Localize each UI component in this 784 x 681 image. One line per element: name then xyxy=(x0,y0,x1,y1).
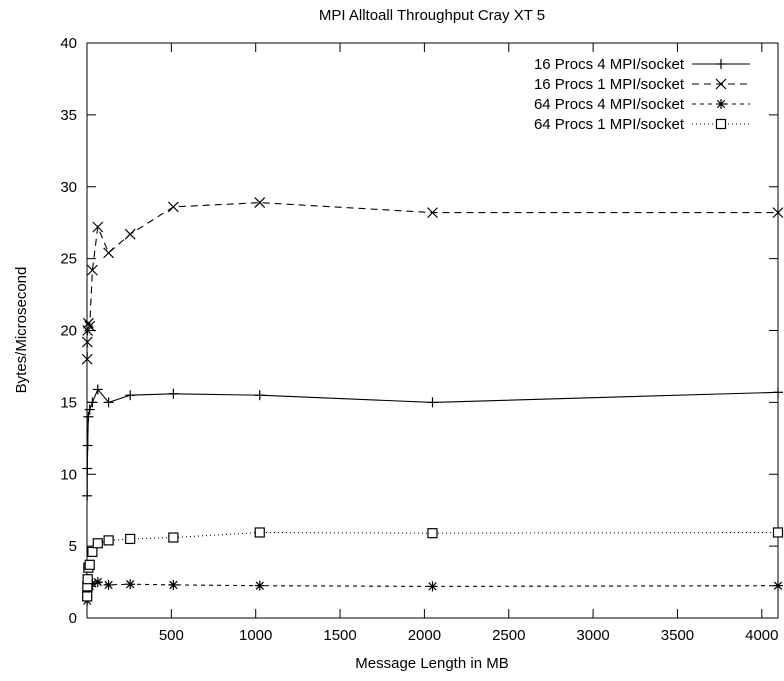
data-point xyxy=(82,463,93,474)
data-point xyxy=(82,317,94,329)
x-tick-label: 2500 xyxy=(492,627,525,644)
data-point xyxy=(427,581,438,592)
legend-label: 16 Procs 4 MPI/socket xyxy=(534,56,685,73)
data-point xyxy=(427,397,438,408)
x-tick-label: 1500 xyxy=(323,627,356,644)
data-point xyxy=(92,221,104,233)
data-point xyxy=(125,533,136,545)
data-point xyxy=(82,490,93,501)
y-tick-label: 15 xyxy=(60,394,77,411)
data-point xyxy=(427,528,438,539)
legend-marker xyxy=(716,59,726,69)
y-tick-label: 35 xyxy=(60,107,77,124)
data-point xyxy=(87,397,98,408)
legend: 16 Procs 4 MPI/socket 16 Procs 1 MPI/sock… xyxy=(534,56,750,133)
data-point xyxy=(254,527,265,538)
data-point xyxy=(254,580,265,591)
data-point xyxy=(168,532,179,543)
x-tick-label: 2000 xyxy=(408,627,441,644)
x-tick-label: 1000 xyxy=(239,627,272,644)
data-point xyxy=(81,353,93,365)
y-axis-label: Bytes/Microsecond xyxy=(13,267,30,394)
data-point xyxy=(103,397,114,408)
data-point xyxy=(427,207,438,219)
legend-marker xyxy=(715,118,727,130)
y-tick-label: 20 xyxy=(60,323,77,340)
legend-entry: 64 Procs 4 MPI/socket xyxy=(534,96,750,113)
series-1 xyxy=(82,384,783,501)
data-point xyxy=(103,535,114,546)
y-axis: 0 5 10 15 20 25 30 35 40 xyxy=(60,35,778,627)
data-point xyxy=(125,390,136,401)
legend-entry: 16 Procs 4 MPI/socket xyxy=(534,56,750,73)
legend-entry: 16 Procs 1 MPI/socket xyxy=(534,76,750,93)
legend-label: 16 Procs 1 MPI/socket xyxy=(534,76,685,93)
data-point xyxy=(84,559,95,570)
data-point xyxy=(87,546,98,557)
y-tick-label: 10 xyxy=(60,466,77,483)
x-tick-label: 3500 xyxy=(661,627,694,644)
data-point xyxy=(167,201,179,213)
data-point xyxy=(103,247,115,259)
x-tick-label: 3000 xyxy=(576,627,609,644)
y-tick-label: 25 xyxy=(60,251,77,268)
data-point xyxy=(83,411,94,422)
series-3 xyxy=(82,577,783,606)
data-point xyxy=(773,580,783,591)
data-point xyxy=(82,574,93,585)
data-point xyxy=(84,404,95,415)
data-point xyxy=(254,390,265,401)
legend-label: 64 Procs 4 MPI/socket xyxy=(534,96,685,113)
data-point xyxy=(254,197,266,208)
data-point xyxy=(82,440,93,451)
data-point xyxy=(81,336,93,348)
data-point xyxy=(82,591,93,602)
x-tick-label: 4000 xyxy=(745,627,778,644)
legend-entry: 64 Procs 1 MPI/socket xyxy=(534,116,750,133)
y-tick-label: 5 xyxy=(69,538,77,555)
data-point xyxy=(92,577,103,588)
series-4 xyxy=(82,527,784,602)
legend-label: 64 Procs 1 MPI/socket xyxy=(534,116,685,133)
legend-marker xyxy=(715,78,727,90)
data-point xyxy=(773,387,783,398)
data-point xyxy=(84,320,96,332)
series-line xyxy=(86,202,778,360)
chart-title: MPI Alltoall Throughput Cray XT 5 xyxy=(319,7,545,24)
data-point xyxy=(168,579,179,590)
series-layer xyxy=(81,197,784,606)
x-axis: 500 1000 1500 2000 2500 3000 3500 4000 xyxy=(159,43,778,644)
data-point xyxy=(103,579,114,590)
legend-marker xyxy=(716,99,726,109)
y-tick-label: 40 xyxy=(60,35,77,52)
data-point xyxy=(772,527,784,538)
series-2 xyxy=(81,197,784,365)
data-point xyxy=(772,207,784,219)
y-tick-label: 30 xyxy=(60,179,77,196)
x-tick-label: 500 xyxy=(159,627,184,644)
data-point xyxy=(124,228,136,240)
y-tick-label: 0 xyxy=(69,610,77,627)
data-point xyxy=(86,264,98,276)
data-point xyxy=(92,538,103,549)
data-point xyxy=(92,384,103,395)
data-point xyxy=(168,388,179,399)
data-point xyxy=(125,579,136,590)
x-axis-label: Message Length in MB xyxy=(355,655,508,672)
